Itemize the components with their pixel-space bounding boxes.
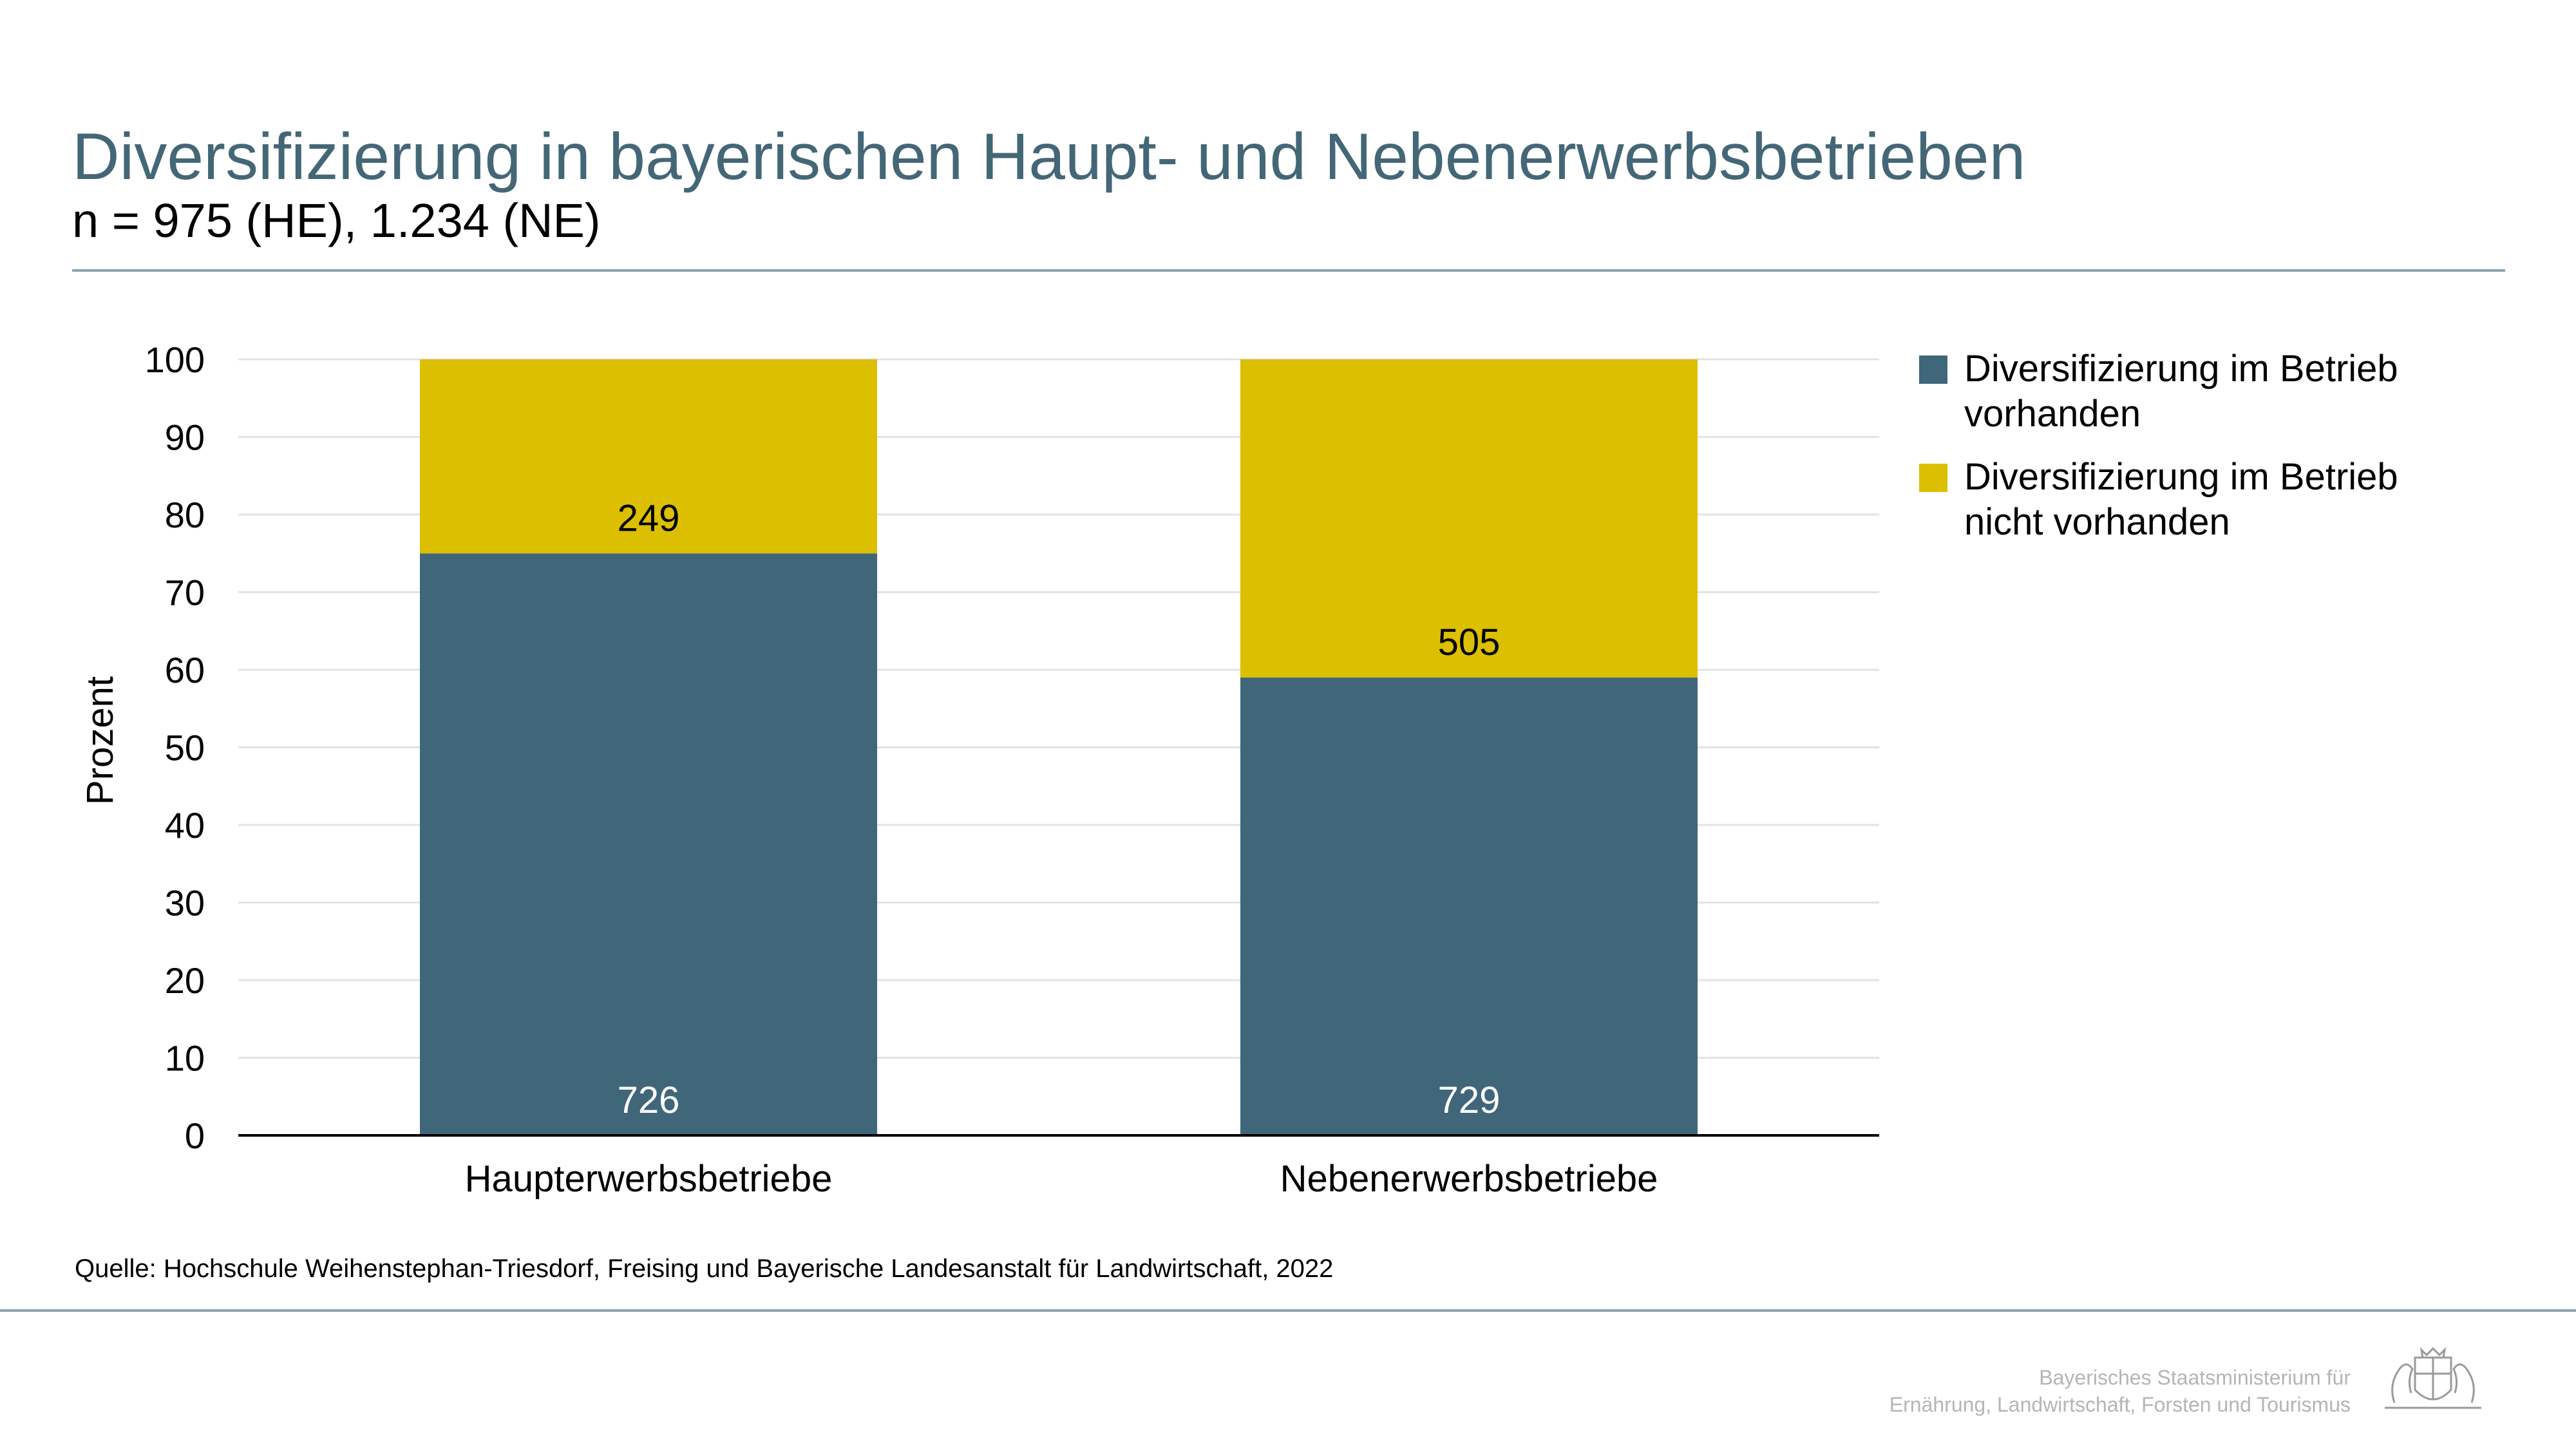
y-axis-label: Prozent	[79, 676, 121, 805]
ministry-name: Bayerisches Staatsministerium für Ernähr…	[1889, 1364, 2351, 1418]
y-tick-label: 50	[165, 728, 205, 768]
legend-swatch-present	[1919, 355, 1947, 384]
legend-item-present: Diversifizierung im Betrieb vorhanden	[1919, 346, 2467, 437]
ministry-line-2: Ernährung, Landwirtschaft, Forsten und T…	[1889, 1393, 2351, 1416]
chart-legend: Diversifizierung im Betrieb vorhanden Di…	[1919, 346, 2467, 563]
legend-label-absent: Diversifizierung im Betrieb nicht vorhan…	[1964, 456, 2398, 543]
bar-segment-absent	[420, 359, 877, 554]
y-tick-label: 80	[165, 495, 205, 535]
coat-of-arms-icon	[2385, 1347, 2481, 1409]
y-tick-label: 100	[145, 339, 205, 380]
page-title: Diversifizierung in bayerischen Haupt- u…	[72, 120, 2026, 193]
legend-swatch-absent	[1919, 464, 1947, 492]
x-tick-label: Nebenerwerbsbetriebe	[1280, 1158, 1658, 1200]
data-label: 249	[618, 497, 680, 539]
legend-item-absent: Diversifizierung im Betrieb nicht vorhan…	[1919, 455, 2467, 545]
y-tick-label: 0	[185, 1115, 205, 1156]
footer-divider	[0, 1309, 2576, 1312]
ministry-line-1: Bayerisches Staatsministerium für	[2039, 1366, 2351, 1389]
y-tick-label: 70	[165, 573, 205, 613]
data-label: 726	[618, 1079, 680, 1121]
page-subtitle: n = 975 (HE), 1.234 (NE)	[72, 194, 601, 247]
y-tick-label: 10	[165, 1038, 205, 1079]
legend-label-present: Diversifizierung im Betrieb vorhanden	[1964, 348, 2398, 435]
y-tick-label: 90	[165, 417, 205, 458]
x-tick-label: Haupterwerbsbetriebe	[465, 1158, 833, 1200]
data-label: 729	[1438, 1079, 1501, 1121]
y-tick-label: 20	[165, 960, 205, 1001]
y-tick-label: 40	[165, 805, 205, 846]
y-tick-label: 60	[165, 650, 205, 690]
bar-segment-present	[1240, 677, 1698, 1135]
bar-segment-absent	[1240, 359, 1698, 678]
bar-segment-present	[420, 553, 877, 1135]
data-label: 505	[1438, 621, 1501, 663]
stacked-bar-chart: 0 10 20 30 40 50 60 70 80 90 100 726 249 Haupterwerbs…	[79, 339, 1879, 1200]
source-note: Quelle: Hochschule Weihenstephan-Triesdo…	[75, 1255, 1334, 1283]
y-tick-label: 30	[165, 883, 205, 923]
header-divider	[72, 269, 2505, 272]
